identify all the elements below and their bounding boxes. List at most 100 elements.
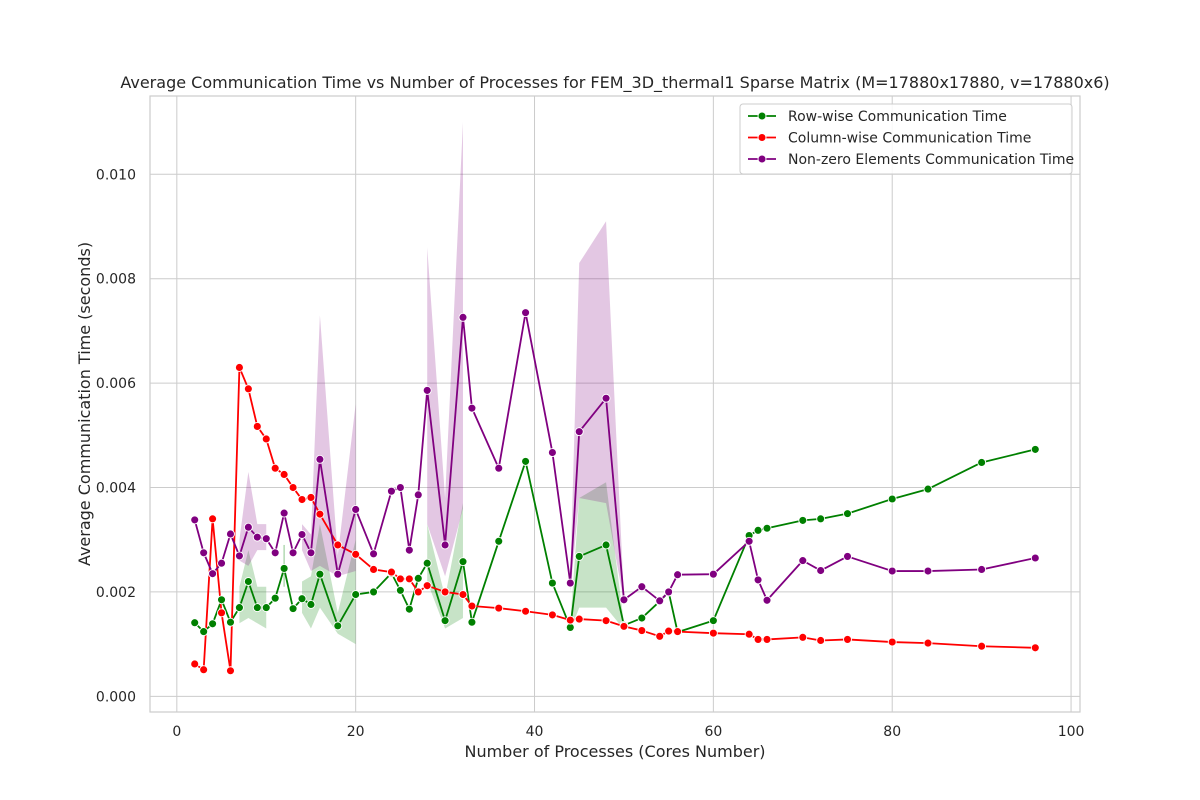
axis-ticks: 0 20 40 60 80 100 0.000 0.002 0.004 0.006 0.008 0.0… xyxy=(96,167,1085,740)
data-point xyxy=(1030,444,1040,454)
grid xyxy=(150,96,1080,712)
data-point xyxy=(798,556,808,566)
data-point xyxy=(619,621,629,631)
data-point xyxy=(395,483,405,492)
data-point xyxy=(369,587,379,597)
data-point xyxy=(190,618,200,628)
data-point xyxy=(574,551,584,561)
band-area xyxy=(570,221,624,603)
data-point xyxy=(422,558,432,568)
data-point xyxy=(315,569,325,579)
data-point xyxy=(270,548,280,558)
data-point xyxy=(923,484,933,494)
legend-box xyxy=(739,103,1073,175)
data-point xyxy=(404,574,414,584)
data-point xyxy=(306,548,316,558)
data-point xyxy=(395,574,405,584)
data-point xyxy=(270,593,280,603)
legend-label: Column-wise Communication Time xyxy=(788,131,1031,147)
data-point xyxy=(440,587,450,597)
data-point xyxy=(252,603,262,613)
y-axis-title: Average Communication Time (seconds) xyxy=(75,242,94,566)
data-point xyxy=(333,540,343,550)
data-point xyxy=(494,603,504,613)
data-point xyxy=(404,604,414,614)
data-point xyxy=(351,549,361,559)
x-axis-title: Number of Processes (Cores Number) xyxy=(464,742,765,761)
data-point xyxy=(574,614,584,624)
data-point xyxy=(208,569,218,579)
band-area xyxy=(427,503,463,629)
data-point xyxy=(261,434,271,444)
data-point xyxy=(199,665,209,675)
data-point xyxy=(261,534,271,544)
data-point xyxy=(547,448,557,457)
data-point xyxy=(234,603,244,613)
data-point xyxy=(199,548,209,558)
data-point xyxy=(708,569,718,579)
data-point xyxy=(708,616,718,626)
data-point xyxy=(369,549,379,559)
legend-label: Row-wise Communication Time xyxy=(788,109,1007,125)
data-point xyxy=(798,515,808,525)
data-point xyxy=(440,540,450,550)
data-point xyxy=(664,626,674,636)
data-point xyxy=(279,508,289,518)
data-point xyxy=(422,385,432,395)
x-tick-label: 40 xyxy=(526,724,544,740)
data-point xyxy=(977,641,987,651)
data-point xyxy=(458,590,468,599)
data-point xyxy=(574,427,584,437)
data-point xyxy=(762,634,772,644)
data-point xyxy=(226,666,235,676)
data-point xyxy=(816,636,826,645)
data-point xyxy=(217,595,226,605)
data-point xyxy=(458,312,468,322)
data-point xyxy=(601,393,611,403)
data-point xyxy=(565,578,575,588)
plot-frame xyxy=(149,95,1081,713)
data-point xyxy=(637,626,647,636)
data-point xyxy=(288,483,298,492)
data-point xyxy=(521,606,531,616)
data-point xyxy=(887,494,897,504)
data-point xyxy=(637,613,647,623)
data-point xyxy=(923,566,933,576)
data-point xyxy=(655,596,665,606)
data-point xyxy=(601,540,611,550)
data-point xyxy=(208,619,218,629)
data-point xyxy=(333,621,343,631)
data-point xyxy=(199,627,209,637)
x-tick-label: 80 xyxy=(883,724,901,740)
data-point xyxy=(467,617,477,627)
data-point xyxy=(306,492,316,502)
data-point xyxy=(404,545,414,555)
data-point xyxy=(494,463,504,473)
data-point xyxy=(297,530,307,539)
data-point xyxy=(843,551,852,561)
data-point xyxy=(270,463,280,473)
data-point xyxy=(843,509,852,519)
data-point xyxy=(521,308,531,318)
data-point xyxy=(351,590,361,599)
data-point xyxy=(386,567,396,577)
data-point xyxy=(619,595,629,605)
band-area xyxy=(570,482,624,632)
data-point xyxy=(208,514,218,524)
data-point xyxy=(673,570,683,580)
data-point xyxy=(226,617,235,627)
data-point xyxy=(762,523,772,533)
data-point xyxy=(753,634,763,644)
data-point xyxy=(386,486,396,496)
data-point xyxy=(744,536,754,546)
data-point xyxy=(413,490,423,500)
data-point xyxy=(279,470,289,479)
y-tick-label: 0.002 xyxy=(96,585,136,601)
data-point xyxy=(333,569,343,579)
legend-swatch-marker xyxy=(757,111,767,121)
data-point xyxy=(664,587,674,597)
data-point xyxy=(243,384,253,394)
data-point xyxy=(565,622,575,632)
data-point xyxy=(217,558,226,568)
